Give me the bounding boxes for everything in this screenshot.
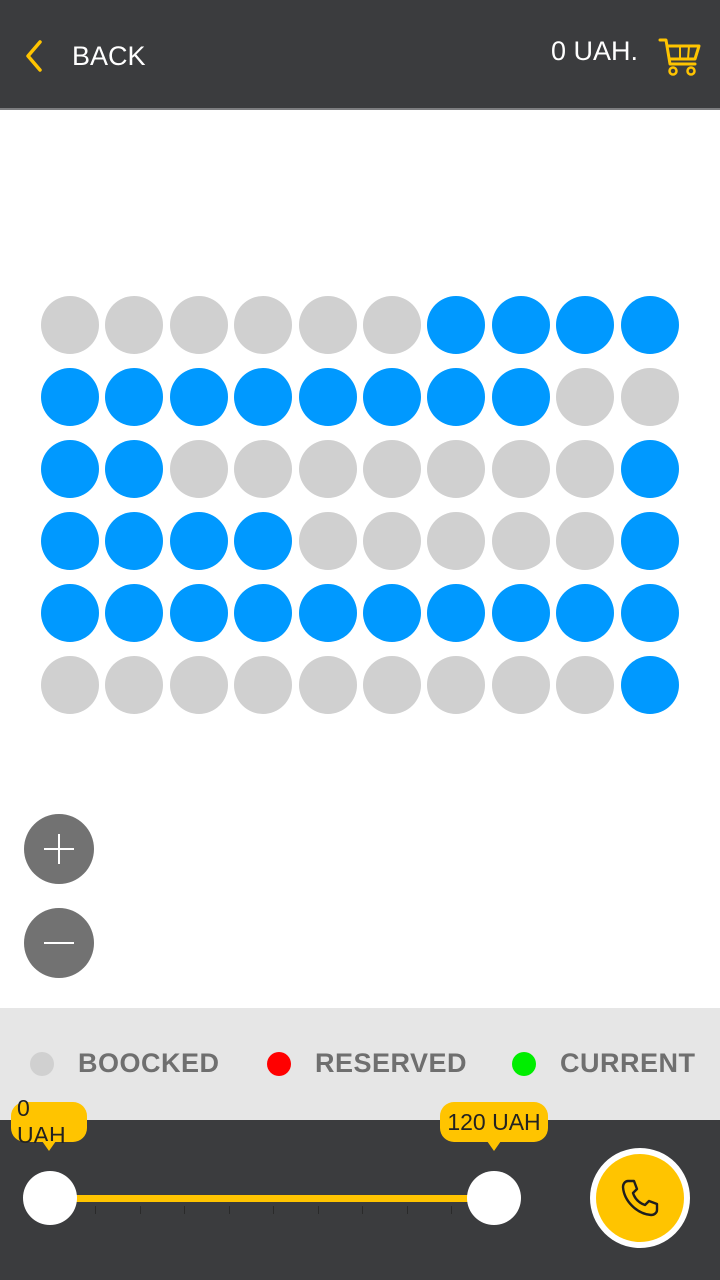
minus-icon (44, 942, 74, 944)
seat-free[interactable] (298, 368, 357, 426)
chevron-left-icon (26, 40, 42, 72)
legend: BOOCKED RESERVED CURRENT (0, 1008, 720, 1120)
price-range-track[interactable] (50, 1195, 495, 1202)
seat-booked[interactable] (491, 656, 550, 714)
slider-tick (95, 1206, 96, 1214)
seat-free[interactable] (427, 368, 486, 426)
legend-label: CURRENT (560, 1048, 696, 1078)
seat-booked[interactable] (556, 656, 615, 714)
seat-free[interactable] (41, 440, 99, 498)
price-max-label: 120 UAH (440, 1102, 548, 1151)
call-button[interactable] (590, 1148, 690, 1248)
price-min-handle[interactable] (23, 1171, 77, 1225)
seat-booked[interactable] (105, 296, 164, 354)
seat-free[interactable] (427, 584, 486, 642)
slider-tick (451, 1206, 452, 1214)
seat-booked[interactable] (298, 296, 357, 354)
seat-booked[interactable] (169, 440, 228, 498)
seat-booked[interactable] (41, 656, 99, 714)
seat-free[interactable] (491, 296, 550, 354)
seat-free[interactable] (620, 584, 679, 642)
seat-free[interactable] (234, 368, 293, 426)
seat-free[interactable] (620, 296, 679, 354)
price-filter-bar: 0 UAH 120 UAH (0, 1095, 720, 1280)
seat-booked[interactable] (556, 368, 615, 426)
seat-booked[interactable] (169, 296, 228, 354)
seat-free[interactable] (105, 584, 164, 642)
legend-dot-current (512, 1051, 536, 1076)
seat-free[interactable] (41, 584, 99, 642)
seat-booked[interactable] (363, 656, 421, 714)
seat-booked[interactable] (556, 440, 615, 498)
legend-item-reserved: RESERVED (267, 1048, 467, 1079)
slider-tick (139, 1206, 141, 1214)
seat-map (41, 296, 679, 714)
seat-booked[interactable] (427, 512, 486, 570)
zoom-out-button[interactable] (24, 908, 94, 978)
seat-free[interactable] (41, 512, 99, 570)
back-label: BACK (72, 40, 146, 71)
seat-booked[interactable] (298, 512, 357, 570)
slider-tick (184, 1206, 185, 1214)
seat-booked[interactable] (427, 656, 486, 714)
seat-free[interactable] (556, 584, 615, 642)
legend-item-current: CURRENT (512, 1048, 696, 1079)
seat-free[interactable] (363, 584, 421, 642)
seat-booked[interactable] (234, 656, 293, 714)
seat-booked[interactable] (169, 656, 228, 714)
seat-booked[interactable] (298, 656, 357, 714)
seat-free[interactable] (298, 584, 357, 642)
back-button[interactable]: BACK (22, 30, 146, 82)
cart-icon[interactable] (658, 35, 702, 77)
legend-label: BOOCKED (78, 1048, 220, 1078)
plus-icon (44, 834, 74, 864)
seat-free[interactable] (169, 368, 228, 426)
seat-free[interactable] (620, 512, 679, 570)
seat-booked[interactable] (363, 512, 421, 570)
seat-free[interactable] (427, 296, 486, 354)
zoom-in-button[interactable] (24, 814, 94, 884)
seat-booked[interactable] (234, 296, 293, 354)
seat-free[interactable] (105, 440, 164, 498)
legend-item-booked: BOOCKED (30, 1048, 220, 1079)
seat-free[interactable] (41, 368, 99, 426)
seat-booked[interactable] (298, 440, 357, 498)
seat-free[interactable] (491, 584, 550, 642)
seat-free[interactable] (363, 368, 421, 426)
seat-booked[interactable] (234, 440, 293, 498)
seat-booked[interactable] (620, 368, 679, 426)
seat-free[interactable] (169, 512, 228, 570)
price-min-label: 0 UAH (11, 1095, 87, 1151)
seat-booked[interactable] (491, 440, 550, 498)
slider-tick (273, 1206, 274, 1214)
slider-tick (362, 1206, 363, 1214)
cart-total: 0 UAH. (550, 36, 638, 66)
legend-label: RESERVED (315, 1048, 468, 1078)
seat-booked[interactable] (41, 296, 99, 354)
seat-free[interactable] (105, 512, 164, 570)
seat-booked[interactable] (427, 440, 486, 498)
seat-booked[interactable] (491, 512, 550, 570)
phone-icon (621, 1179, 659, 1217)
seat-free[interactable] (620, 656, 679, 714)
slider-tick (228, 1206, 230, 1214)
seat-free[interactable] (234, 584, 293, 642)
top-bar: BACK 0 UAH. (0, 0, 720, 110)
price-max-handle[interactable] (467, 1171, 521, 1225)
seat-booked[interactable] (105, 656, 164, 714)
seat-free[interactable] (234, 512, 293, 570)
legend-dot-reserved (267, 1051, 291, 1076)
seat-free[interactable] (491, 368, 550, 426)
legend-dot-booked (30, 1051, 54, 1076)
seat-booked[interactable] (363, 296, 421, 354)
seat-free[interactable] (169, 584, 228, 642)
seat-booked[interactable] (363, 440, 421, 498)
seat-booked[interactable] (556, 512, 615, 570)
slider-tick (317, 1206, 319, 1214)
seat-free[interactable] (620, 440, 679, 498)
slider-tick (406, 1206, 408, 1214)
seat-free[interactable] (105, 368, 164, 426)
seat-free[interactable] (556, 296, 615, 354)
